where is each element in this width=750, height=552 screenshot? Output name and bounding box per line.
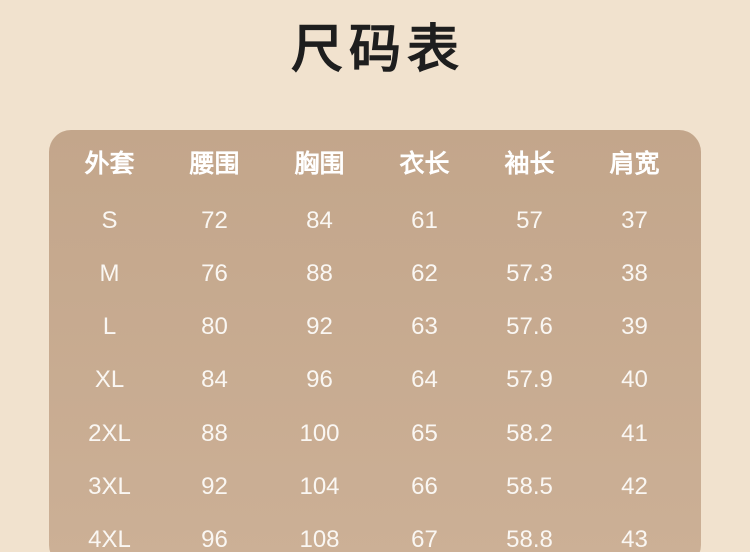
table-cell: 66: [411, 473, 438, 501]
table-cell: 37: [621, 206, 648, 234]
table-row: M 76 88 62 57.3 38: [49, 247, 701, 300]
table-cell: 58.5: [506, 473, 553, 501]
column-header: 胸围: [294, 150, 345, 178]
size-chart-table: 外套 腰围 胸围 衣长 袖长 肩宽 S 72 84 61 57 37 M 76 88 62 57.3 38 L 80…: [49, 130, 701, 552]
table-row: L 80 92 63 57.6 39: [49, 301, 701, 354]
size-label-cell: XL: [94, 366, 125, 394]
size-label-cell: S: [101, 206, 118, 234]
size-label-cell: 4XL: [88, 526, 131, 552]
table-cell: 64: [411, 366, 438, 394]
table-cell: 62: [411, 259, 438, 287]
column-header: 外套: [84, 150, 135, 178]
size-chart-page: 尺码表 外套 腰围 胸围 衣长 袖长 肩宽 S 72 84 61 57 37 M 76 88 62 57.3 3…: [0, 22, 750, 552]
size-label-cell: 2XL: [88, 419, 131, 447]
table-cell: 104: [299, 473, 340, 501]
table-cell: 80: [201, 313, 228, 341]
table-cell: 58.8: [506, 526, 553, 552]
table-cell: 84: [306, 206, 333, 234]
column-header: 腰围: [189, 150, 240, 178]
table-cell: 100: [299, 419, 340, 447]
table-cell: 41: [621, 419, 648, 447]
size-label-cell: M: [99, 259, 120, 287]
size-table-header-row: 外套 腰围 胸围 衣长 袖长 肩宽: [49, 130, 701, 194]
table-cell: 96: [306, 366, 333, 394]
table-cell: 61: [411, 206, 438, 234]
table-cell: 43: [621, 526, 648, 552]
table-cell: 42: [621, 473, 648, 501]
table-cell: 57.6: [506, 313, 553, 341]
table-cell: 92: [306, 313, 333, 341]
size-label-cell: 3XL: [88, 473, 131, 501]
column-header: 袖长: [504, 150, 555, 178]
table-cell: 38: [621, 259, 648, 287]
table-cell: 84: [201, 366, 228, 394]
table-cell: 67: [411, 526, 438, 552]
table-row: 3XL 92 104 66 58.5 42: [49, 460, 701, 513]
table-cell: 39: [621, 313, 648, 341]
table-row: XL 84 96 64 57.9 40: [49, 354, 701, 407]
table-cell: 57.3: [506, 259, 553, 287]
table-cell: 92: [201, 473, 228, 501]
table-row: S 72 84 61 57 37: [49, 194, 701, 247]
table-cell: 63: [411, 313, 438, 341]
table-cell: 108: [299, 526, 340, 552]
table-cell: 57.9: [506, 366, 553, 394]
column-header: 肩宽: [609, 150, 660, 178]
table-cell: 58.2: [506, 419, 553, 447]
table-row: 4XL 96 108 67 58.8 43: [49, 514, 701, 552]
column-header: 衣长: [399, 150, 450, 178]
table-row: 2XL 88 100 65 58.2 41: [49, 407, 701, 460]
table-cell: 88: [306, 259, 333, 287]
table-cell: 76: [201, 259, 228, 287]
table-cell: 96: [201, 526, 228, 552]
table-cell: 88: [201, 419, 228, 447]
table-cell: 72: [201, 206, 228, 234]
table-cell: 57: [516, 206, 543, 234]
table-cell: 65: [411, 419, 438, 447]
page-title: 尺码表: [290, 21, 465, 79]
table-cell: 40: [621, 366, 648, 394]
size-label-cell: L: [102, 313, 117, 341]
